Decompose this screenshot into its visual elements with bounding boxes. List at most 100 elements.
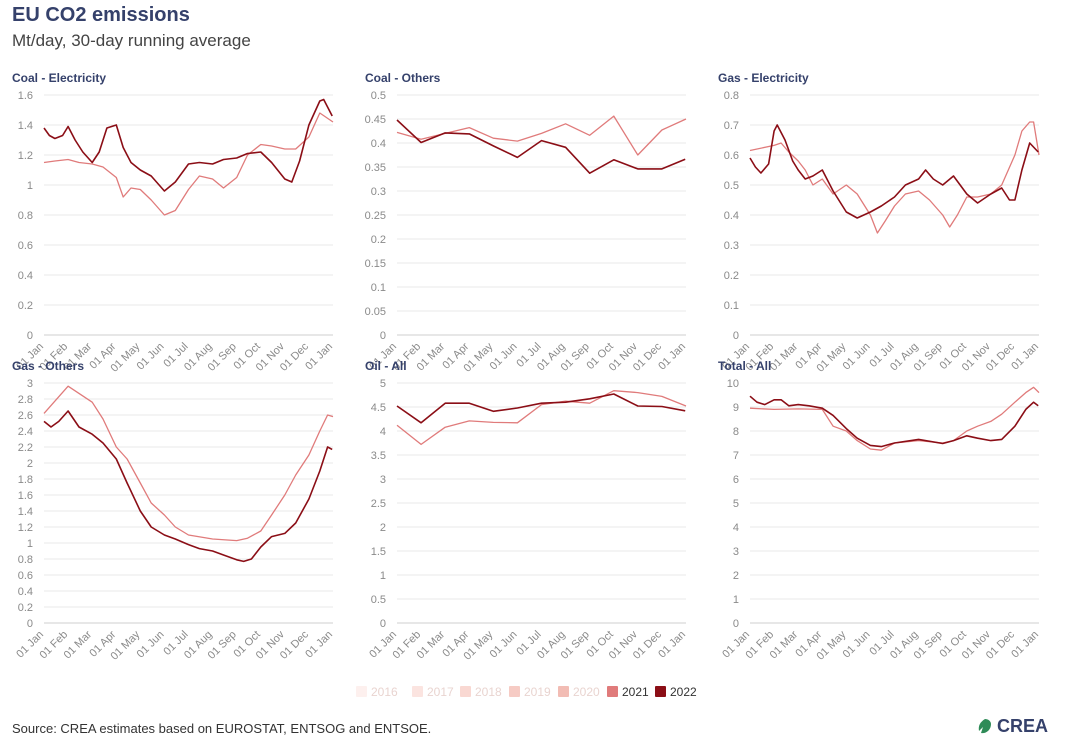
legend-item-2016: 2016 [356,685,398,699]
y-tick-label: 2 [27,458,33,470]
series-line-2022 [396,119,686,174]
series-line-2021 [43,112,334,216]
legend-item-2021: 2021 [607,685,649,699]
legend-label: 2020 [573,685,600,699]
y-tick-label: 10 [727,378,739,390]
y-tick-label: 1 [27,538,33,550]
series-line-2021 [396,390,687,446]
y-tick-label: 2.6 [18,410,33,422]
y-tick-label: 2 [733,570,739,582]
x-tick-label: 01 Mar [768,340,801,373]
y-tick-label: 0.5 [371,90,386,102]
y-tick-label: 0.4 [18,270,33,282]
y-tick-label: 7 [733,450,739,462]
x-tick-label: 01 Mar [768,628,801,661]
y-tick-label: 5 [733,498,739,510]
x-tick-label: 01 Mar [62,628,95,661]
legend-label: 2021 [622,685,649,699]
y-tick-label: 0.4 [371,138,386,150]
legend-item-2018: 2018 [460,685,502,699]
y-tick-label: 0 [733,330,739,342]
panel-coal-others: Coal - Others 0 0.05 0.1 0.15 0.2 0.25 0.3 0.35 0… [365,71,689,375]
legend-swatch [655,686,666,697]
y-tick-label: 2.8 [18,394,33,406]
x-tick-label: 01 Jan [656,341,688,373]
y-tick-label: 0.25 [365,210,386,222]
legend-swatch [558,686,569,697]
series-line-2022 [749,124,1039,219]
x-tick-label: 01 Jun [135,629,167,661]
y-tick-label: 1.2 [18,150,33,162]
legend-label: 2022 [670,685,697,699]
y-tick-label: 0 [27,330,33,342]
y-tick-label: 2.2 [18,442,33,454]
series-line-2022 [396,393,686,424]
legend-item-2019: 2019 [509,685,551,699]
series-line-2022 [43,410,333,563]
legend-item-2020: 2020 [558,685,600,699]
x-tick-label: 01 Jan [303,629,335,661]
x-tick-label: 01 Jan [1009,629,1041,661]
legend-swatch [607,686,618,697]
chart-title: EU CO2 emissions [12,4,190,26]
legend-label: 2017 [427,685,454,699]
y-tick-label: 3.5 [371,450,386,462]
panel-coal-electricity: Coal - Electricity 0 0.2 0.4 0.6 0.8 1 1.2 1.4 1.… [12,71,335,375]
panel-title: Coal - Electricity [12,71,106,85]
y-tick-label: 3 [380,474,386,486]
y-tick-label: 2 [380,522,386,534]
series-line-2021 [749,121,1040,234]
x-tick-label: 01 Jun [841,629,873,661]
y-tick-label: 3 [733,546,739,558]
y-tick-label: 0.4 [18,586,33,598]
y-tick-label: 4 [380,426,386,438]
y-tick-label: 1.2 [18,522,33,534]
panel-title: Total - All [718,359,771,373]
y-tick-label: 0.6 [18,570,33,582]
y-tick-label: 0.35 [365,162,386,174]
series-line-2021 [749,386,1040,451]
panel-title: Gas - Others [12,359,84,373]
legend-swatch [509,686,520,697]
y-tick-label: 1 [380,570,386,582]
y-tick-label: 4 [733,522,739,534]
y-tick-label: 0.5 [371,594,386,606]
y-tick-label: 0.15 [365,258,386,270]
panel-gas-electricity: Gas - Electricity 0 0.1 0.2 0.3 0.4 0.5 0.6 0.7 0… [718,71,1041,375]
y-tick-label: 0.2 [18,602,33,614]
x-tick-label: 01 Mar [415,628,448,661]
legend-item-2017: 2017 [412,685,454,699]
legend-label: 2018 [475,685,502,699]
panel-gas-others: Gas - Others 0 0.2 0.4 0.6 0.8 1 1.2 1.4 1.6 1.8 2 2… [12,359,335,663]
y-tick-label: 0 [733,618,739,630]
logo-text: CREA [996,716,1048,736]
chart-subtitle: Mt/day, 30-day running average [12,31,251,50]
y-tick-label: 0.2 [371,234,386,246]
leaf-icon [978,718,991,733]
y-tick-label: 2.4 [18,426,33,438]
y-tick-label: 4.5 [371,402,386,414]
x-tick-label: 01 Jan [1009,341,1041,373]
legend-swatch [356,686,367,697]
y-tick-label: 0.3 [371,186,386,198]
panel-title: Coal - Others [365,71,441,85]
y-tick-label: 5 [380,378,386,390]
y-tick-label: 9 [733,402,739,414]
y-tick-label: 0.6 [18,240,33,252]
y-tick-label: 1.6 [18,490,33,502]
x-tick-label: 01 Jan [303,341,335,373]
y-tick-label: 0 [27,618,33,630]
legend-item-2022: 2022 [655,685,697,699]
y-tick-label: 6 [733,474,739,486]
y-tick-label: 1 [733,594,739,606]
y-tick-label: 1.8 [18,474,33,486]
y-tick-label: 1.6 [18,90,33,102]
y-tick-label: 0.2 [724,270,739,282]
panel-title: Oil - All [365,359,407,373]
x-tick-label: 01 Jun [488,341,520,373]
y-tick-label: 0.05 [365,306,386,318]
y-tick-label: 0.1 [724,300,739,312]
